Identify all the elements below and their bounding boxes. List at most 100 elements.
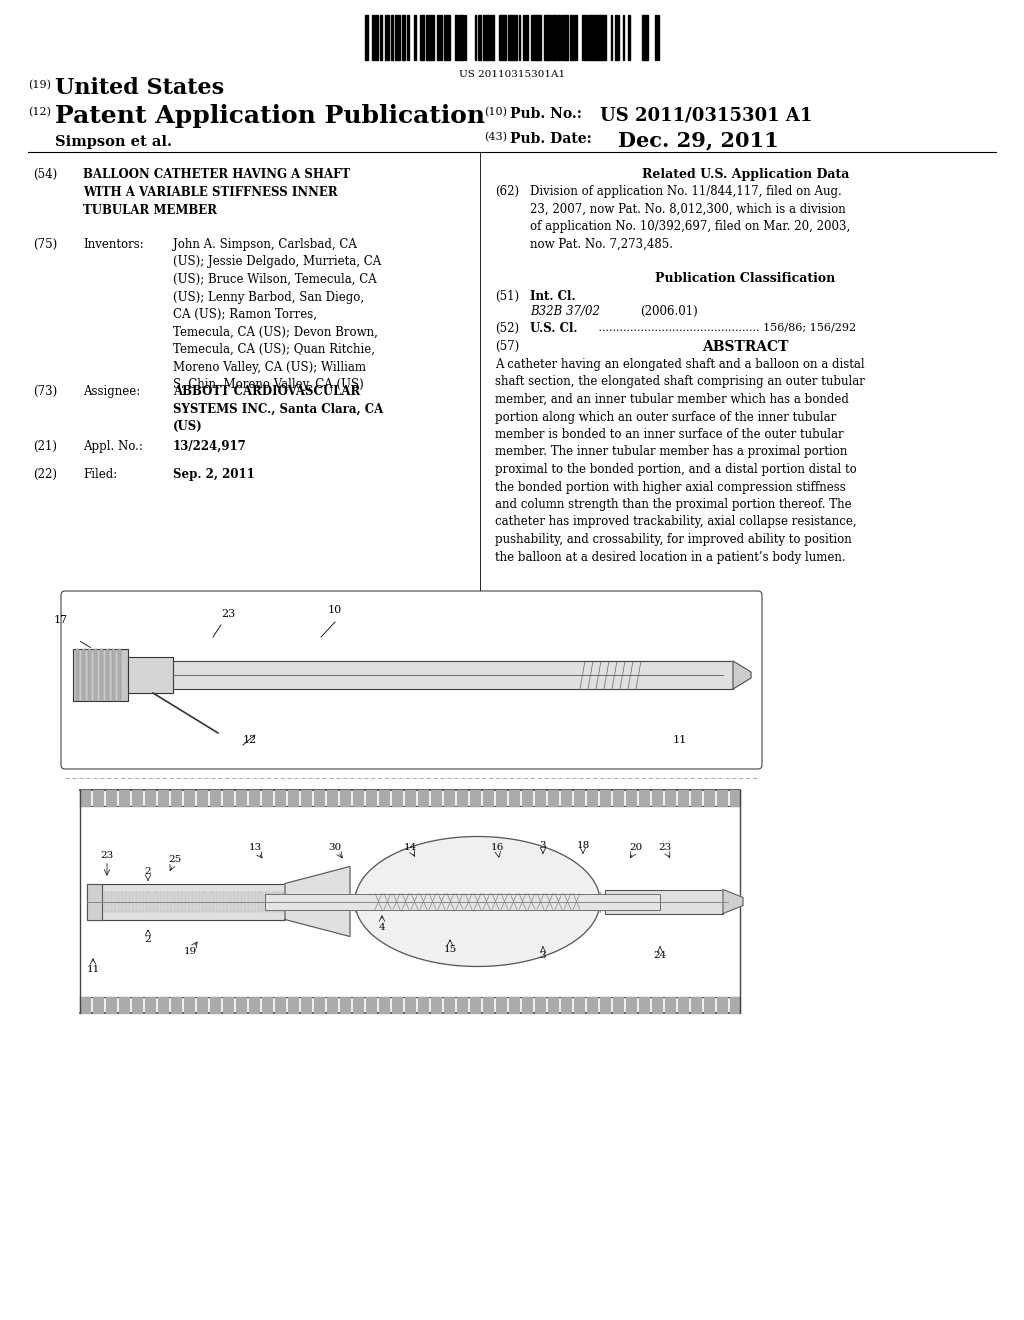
Polygon shape [366, 997, 376, 1012]
Bar [97, 891, 102, 912]
Polygon shape [418, 997, 428, 1012]
Bar [265, 894, 660, 909]
Bar [589, 15, 591, 59]
Text: 30: 30 [329, 842, 342, 851]
Bar [539, 15, 541, 59]
Bar [87, 883, 102, 920]
Bar [139, 891, 144, 912]
Bar [594, 15, 596, 59]
Polygon shape [691, 997, 701, 1012]
Polygon shape [587, 997, 597, 1012]
Polygon shape [379, 789, 389, 807]
Bar [643, 15, 645, 59]
Polygon shape [665, 789, 675, 807]
Bar [375, 15, 377, 59]
Text: Appl. No.:: Appl. No.: [83, 440, 143, 453]
Bar [188, 891, 193, 912]
Bar [514, 15, 516, 59]
Text: 13/224,917: 13/224,917 [173, 440, 247, 453]
Bar [492, 15, 494, 59]
Polygon shape [509, 789, 519, 807]
Polygon shape [93, 789, 103, 807]
Text: Filed:: Filed: [83, 469, 118, 480]
Bar [237, 891, 242, 912]
Polygon shape [288, 997, 298, 1012]
Polygon shape [249, 997, 259, 1012]
Polygon shape [93, 997, 103, 1012]
Bar [386, 15, 389, 59]
Text: Pub. No.:: Pub. No.: [510, 107, 582, 121]
Bar [112, 649, 115, 701]
Bar [511, 15, 514, 59]
Bar [104, 891, 109, 912]
Text: Inventors:: Inventors: [83, 238, 143, 251]
Bar [380, 15, 382, 59]
Text: .............................................. 156/86; 156/292: ........................................… [595, 322, 856, 333]
Bar [548, 15, 550, 59]
Text: (19): (19) [28, 81, 51, 90]
Text: Dec. 29, 2011: Dec. 29, 2011 [618, 129, 778, 150]
Text: (54): (54) [33, 168, 57, 181]
Polygon shape [613, 789, 623, 807]
Text: (62): (62) [495, 185, 519, 198]
Polygon shape [431, 789, 441, 807]
Bar [128, 657, 173, 693]
Polygon shape [561, 997, 571, 1012]
FancyBboxPatch shape [61, 591, 762, 770]
Polygon shape [470, 997, 480, 1012]
Text: United States: United States [55, 77, 224, 99]
Bar [244, 891, 249, 912]
Text: 24: 24 [653, 950, 667, 960]
Text: US 2011/0315301 A1: US 2011/0315301 A1 [600, 107, 812, 125]
Polygon shape [626, 997, 636, 1012]
Text: 19: 19 [183, 948, 197, 957]
Bar [209, 891, 214, 912]
Bar [391, 15, 393, 59]
Bar [440, 15, 442, 59]
Polygon shape [262, 997, 272, 1012]
Bar [372, 15, 374, 59]
Polygon shape [106, 997, 116, 1012]
Polygon shape [158, 789, 168, 807]
Polygon shape [665, 997, 675, 1012]
Polygon shape [483, 997, 493, 1012]
Polygon shape [171, 789, 181, 807]
Bar [459, 15, 462, 59]
Text: (43): (43) [484, 132, 507, 143]
Polygon shape [275, 789, 285, 807]
Polygon shape [106, 789, 116, 807]
Polygon shape [406, 789, 415, 807]
Polygon shape [574, 789, 584, 807]
Text: US 20110315301A1: US 20110315301A1 [459, 70, 565, 79]
Bar [265, 891, 270, 912]
Bar [76, 649, 79, 701]
Bar [582, 15, 586, 59]
Polygon shape [353, 789, 362, 807]
Polygon shape [132, 997, 142, 1012]
Polygon shape [483, 789, 493, 807]
Text: 4: 4 [379, 923, 385, 932]
Polygon shape [496, 789, 506, 807]
Polygon shape [301, 789, 311, 807]
Polygon shape [730, 789, 740, 807]
Bar [596, 15, 600, 59]
Polygon shape [561, 789, 571, 807]
Polygon shape [626, 789, 636, 807]
Text: 12: 12 [243, 735, 257, 744]
Bar [504, 15, 506, 59]
Polygon shape [197, 789, 207, 807]
Text: (10): (10) [484, 107, 507, 117]
Bar [202, 891, 207, 912]
Polygon shape [340, 789, 350, 807]
Bar [431, 15, 434, 59]
Polygon shape [275, 997, 285, 1012]
Text: 23: 23 [221, 609, 236, 619]
Polygon shape [366, 789, 376, 807]
Polygon shape [431, 997, 441, 1012]
Polygon shape [600, 997, 610, 1012]
Bar [100, 649, 103, 701]
Bar [272, 891, 278, 912]
Text: A catheter having an elongated shaft and a balloon on a distal
shaft section, th: A catheter having an elongated shaft and… [495, 358, 865, 564]
Polygon shape [639, 789, 649, 807]
Bar [195, 891, 200, 912]
